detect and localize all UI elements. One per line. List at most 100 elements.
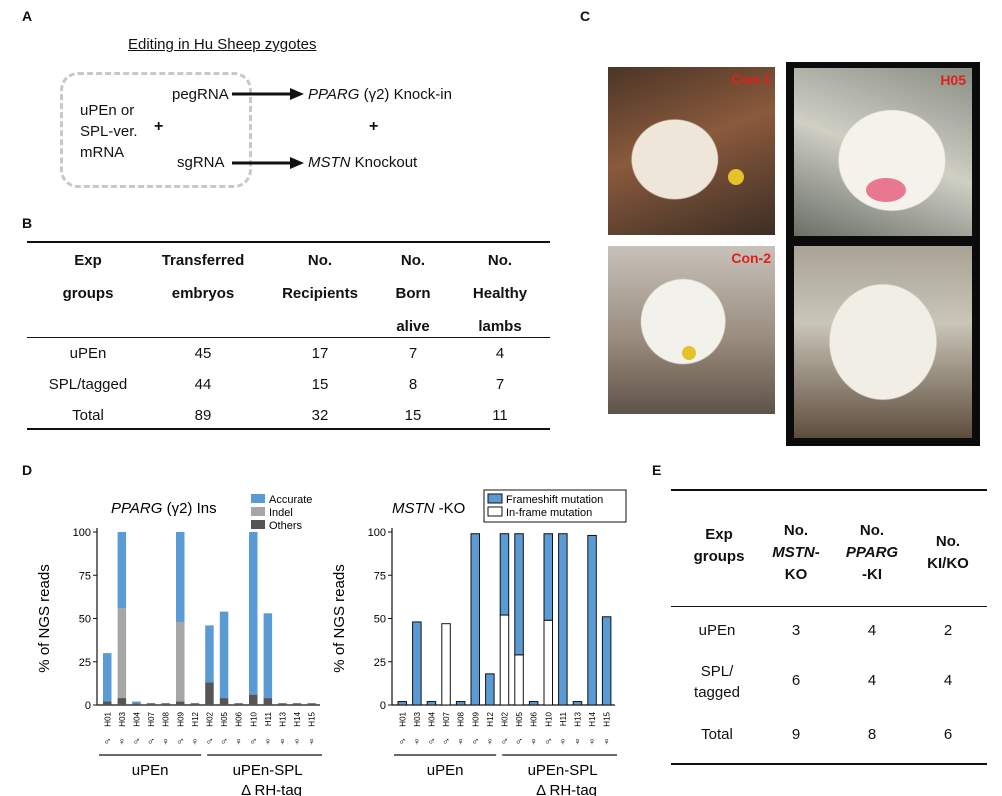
- x-tick-label: H11: [559, 711, 568, 726]
- sex-symbol: ♂: [544, 736, 552, 748]
- lamb-photo-con-2: Con-2: [608, 246, 775, 414]
- x-tick-label: H12: [486, 711, 495, 726]
- sex-symbol: ♀: [264, 736, 272, 748]
- sex-symbol: ♀: [278, 736, 286, 748]
- sex-symbol: ♂: [500, 736, 508, 748]
- sex-symbol: ♂: [220, 736, 228, 748]
- legend-swatch: [487, 506, 503, 517]
- panel-e-label: E: [652, 462, 662, 478]
- table-b-cell: Total: [72, 407, 104, 424]
- table-b-header-embryos: Transferred embryos: [161, 252, 245, 302]
- reagent-box: [60, 72, 252, 188]
- x-tick-label: H07: [442, 711, 451, 726]
- lamb-photo-h05: H05: [794, 68, 972, 236]
- legend-box: [483, 489, 627, 523]
- bar-segment: [176, 701, 185, 705]
- bar-segment: [176, 621, 185, 702]
- sex-symbol: ♀: [235, 736, 243, 748]
- bar-segment: [572, 701, 583, 706]
- table-e-header-groups: Exp groups: [693, 526, 745, 565]
- legend-swatch: [251, 494, 265, 503]
- table-e-cell: 8: [867, 726, 877, 743]
- bar-segment: [249, 532, 258, 695]
- table-b-cell: 32: [311, 407, 329, 424]
- reagent-line-1: uPEn or: [80, 102, 135, 119]
- sex-symbol: ♂: [103, 736, 111, 748]
- bar-segment: [441, 623, 451, 706]
- group-label: Δ RH-tag: [241, 782, 302, 796]
- bar-segment: [499, 533, 510, 616]
- bar-segment: [117, 608, 127, 699]
- sex-symbol: ♂: [515, 736, 523, 748]
- table-e-cell: 4: [867, 672, 877, 689]
- knockout-gene: MSTN: [308, 154, 351, 171]
- table-b-header-rule: [27, 337, 550, 338]
- x-tick-label: H13: [573, 711, 582, 726]
- table-b-header-recipients: No. Recipients: [282, 252, 358, 302]
- ear-tag-icon: [682, 346, 696, 360]
- table-b-cell: 45: [194, 345, 212, 362]
- bar-segment: [146, 703, 156, 705]
- bar-segment: [249, 694, 258, 705]
- legend-label: Indel: [269, 507, 293, 519]
- y-tick-label: 50: [79, 614, 91, 626]
- knockin-target: PPARG (γ2) Knock-in: [308, 86, 452, 103]
- sex-symbol: ♀: [588, 736, 596, 748]
- bar-segment: [234, 703, 243, 705]
- sex-symbol: ♂: [471, 736, 479, 748]
- sex-symbol: ♀: [308, 736, 316, 748]
- knockout-rest: Knockout: [354, 154, 418, 171]
- group-label: uPEn-SPL: [528, 762, 598, 779]
- x-tick-label: H05: [515, 711, 524, 726]
- table-e-cell: 4: [943, 672, 953, 689]
- bar-segment: [278, 703, 287, 705]
- bar-segment: [205, 625, 214, 683]
- table-b-cell: 8: [408, 376, 418, 393]
- table-b-cell: 17: [311, 345, 329, 362]
- panel-c-label: C: [580, 8, 591, 24]
- bar-segment: [161, 703, 170, 705]
- x-tick-label: H10: [544, 711, 553, 726]
- table-b-cell: 11: [492, 407, 508, 424]
- bar-segment: [514, 654, 524, 706]
- panel-a-arrows: [232, 88, 304, 169]
- x-tick-label: H07: [147, 711, 156, 726]
- table-e-cell: 6: [791, 672, 801, 689]
- table-b-cell: uPEn: [69, 345, 107, 362]
- legend-swatch: [251, 520, 265, 529]
- legend-label: Frameshift mutation: [506, 494, 603, 506]
- bar-segment: [307, 703, 316, 705]
- x-tick-label: H03: [118, 711, 127, 726]
- x-tick-label: H06: [235, 711, 244, 726]
- table-b-cell: 7: [495, 376, 505, 393]
- group-label: uPEn: [427, 762, 464, 779]
- table-b-top-rule: [27, 241, 550, 243]
- x-tick-label: H08: [457, 711, 466, 726]
- sex-symbol: ♀: [191, 736, 199, 748]
- sex-symbol: ♀: [162, 736, 170, 748]
- photo-label: H05: [940, 72, 966, 88]
- group-label: Δ RH-tag: [536, 782, 597, 796]
- bar-segment: [470, 533, 480, 706]
- bar-segment: [601, 616, 612, 706]
- table-e-cell: Total: [701, 726, 733, 743]
- bar-segment: [455, 701, 466, 706]
- chart-title: MSTN -KO: [392, 500, 465, 517]
- sex-symbol: ♀: [573, 736, 581, 748]
- table-e-top-rule: [671, 489, 987, 491]
- sex-symbol: ♀: [559, 736, 567, 748]
- x-tick-label: H03: [413, 711, 422, 726]
- x-tick-label: H01: [398, 711, 407, 726]
- sex-symbol: ♀: [486, 736, 494, 748]
- bar-segment: [528, 701, 539, 706]
- table-b-cell: SPL/tagged: [48, 376, 128, 393]
- group-label: uPEn: [132, 762, 169, 779]
- x-tick-label: H08: [162, 711, 171, 726]
- table-b-cell: 4: [495, 345, 505, 362]
- table-e-header-mstn-ko: No. MSTN- KO: [772, 522, 820, 583]
- bar-segment: [587, 534, 597, 706]
- x-tick-label: H02: [500, 711, 509, 726]
- bar-segment: [117, 698, 127, 705]
- table-b-cell: 15: [311, 376, 329, 393]
- panel-a-label: A: [22, 8, 33, 24]
